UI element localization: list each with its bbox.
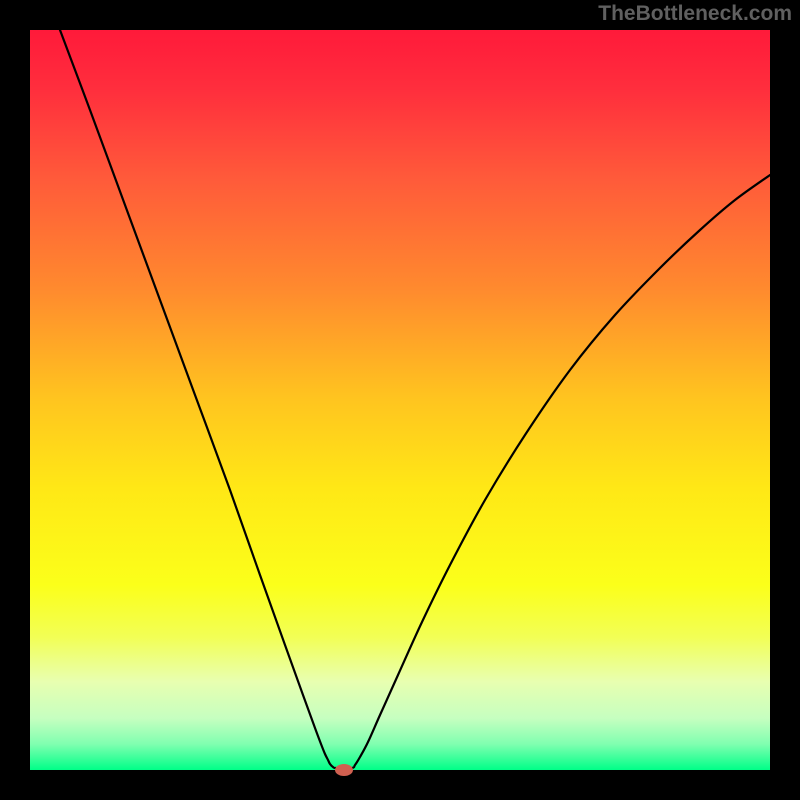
plot-area (30, 30, 770, 770)
chart-container: TheBottleneck.com (0, 0, 800, 800)
bottleneck-curve (30, 30, 770, 770)
optimal-point-marker (335, 764, 353, 776)
watermark-text: TheBottleneck.com (598, 2, 792, 26)
